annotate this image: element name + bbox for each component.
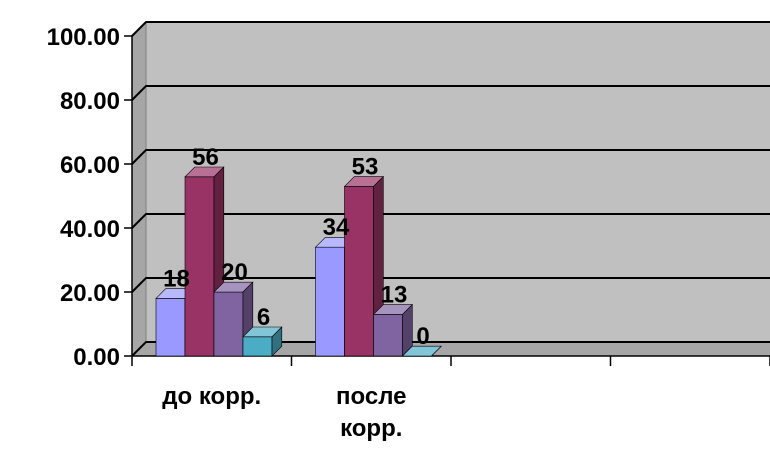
y-tick-label: 40.00 [60,216,120,243]
gridline [131,85,770,101]
data-label: 53 [352,153,379,180]
y-tick-label: 100.00 [47,24,120,51]
x-category-labels: до корр. после корр. [162,383,406,442]
y-tick-label: 0.00 [73,344,120,371]
data-label: 56 [192,144,219,171]
gridlines [131,21,770,357]
y-tick-label: 80.00 [60,88,120,115]
bars [155,166,443,357]
data-label: 34 [323,214,350,241]
side-wall [131,20,147,358]
bar-side [271,326,283,357]
gridline [131,149,770,165]
y-tick-labels: 0.00 20.00 40.00 60.00 80.00 100.00 [47,24,120,371]
data-label: 18 [163,265,190,292]
x-category-label: до корр. [162,383,261,410]
x-category-label: после [336,383,406,410]
data-label: 6 [257,304,270,331]
x-category-label: корр. [340,415,402,442]
bar-side [431,345,442,357]
data-label: 20 [221,259,248,286]
bar [344,186,374,357]
bar [155,298,186,357]
plot-wall [130,20,770,358]
bar [373,314,403,357]
bar [242,336,273,357]
data-label: 0 [416,323,429,350]
gridline [131,277,770,293]
gridline [131,341,770,357]
data-labels: 18 56 20 6 34 53 13 0 [163,144,430,350]
y-tick-label: 20.00 [60,280,120,307]
data-label: 13 [381,281,408,308]
bar [213,291,244,357]
y-tick-label: 60.00 [60,152,120,179]
gridline [131,21,770,37]
bar [315,246,345,357]
gridline [131,213,770,229]
